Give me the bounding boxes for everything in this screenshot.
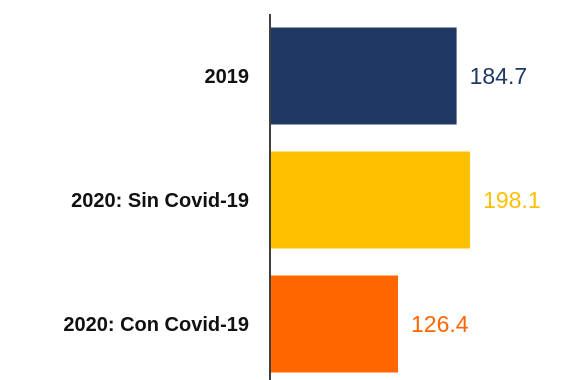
value-label-1: 184.7 <box>470 63 528 89</box>
category-label-3: 2020: Con Covid-19 <box>63 314 249 336</box>
value-label-2: 198.1 <box>483 187 541 213</box>
value-label-3: 126.4 <box>411 311 469 337</box>
category-label-1: 2019 <box>205 66 250 88</box>
category-label-2: 2020: Sin Covid-19 <box>71 190 249 212</box>
bar-2 <box>271 151 471 249</box>
bar-3 <box>271 275 399 373</box>
bar-1 <box>271 27 457 125</box>
